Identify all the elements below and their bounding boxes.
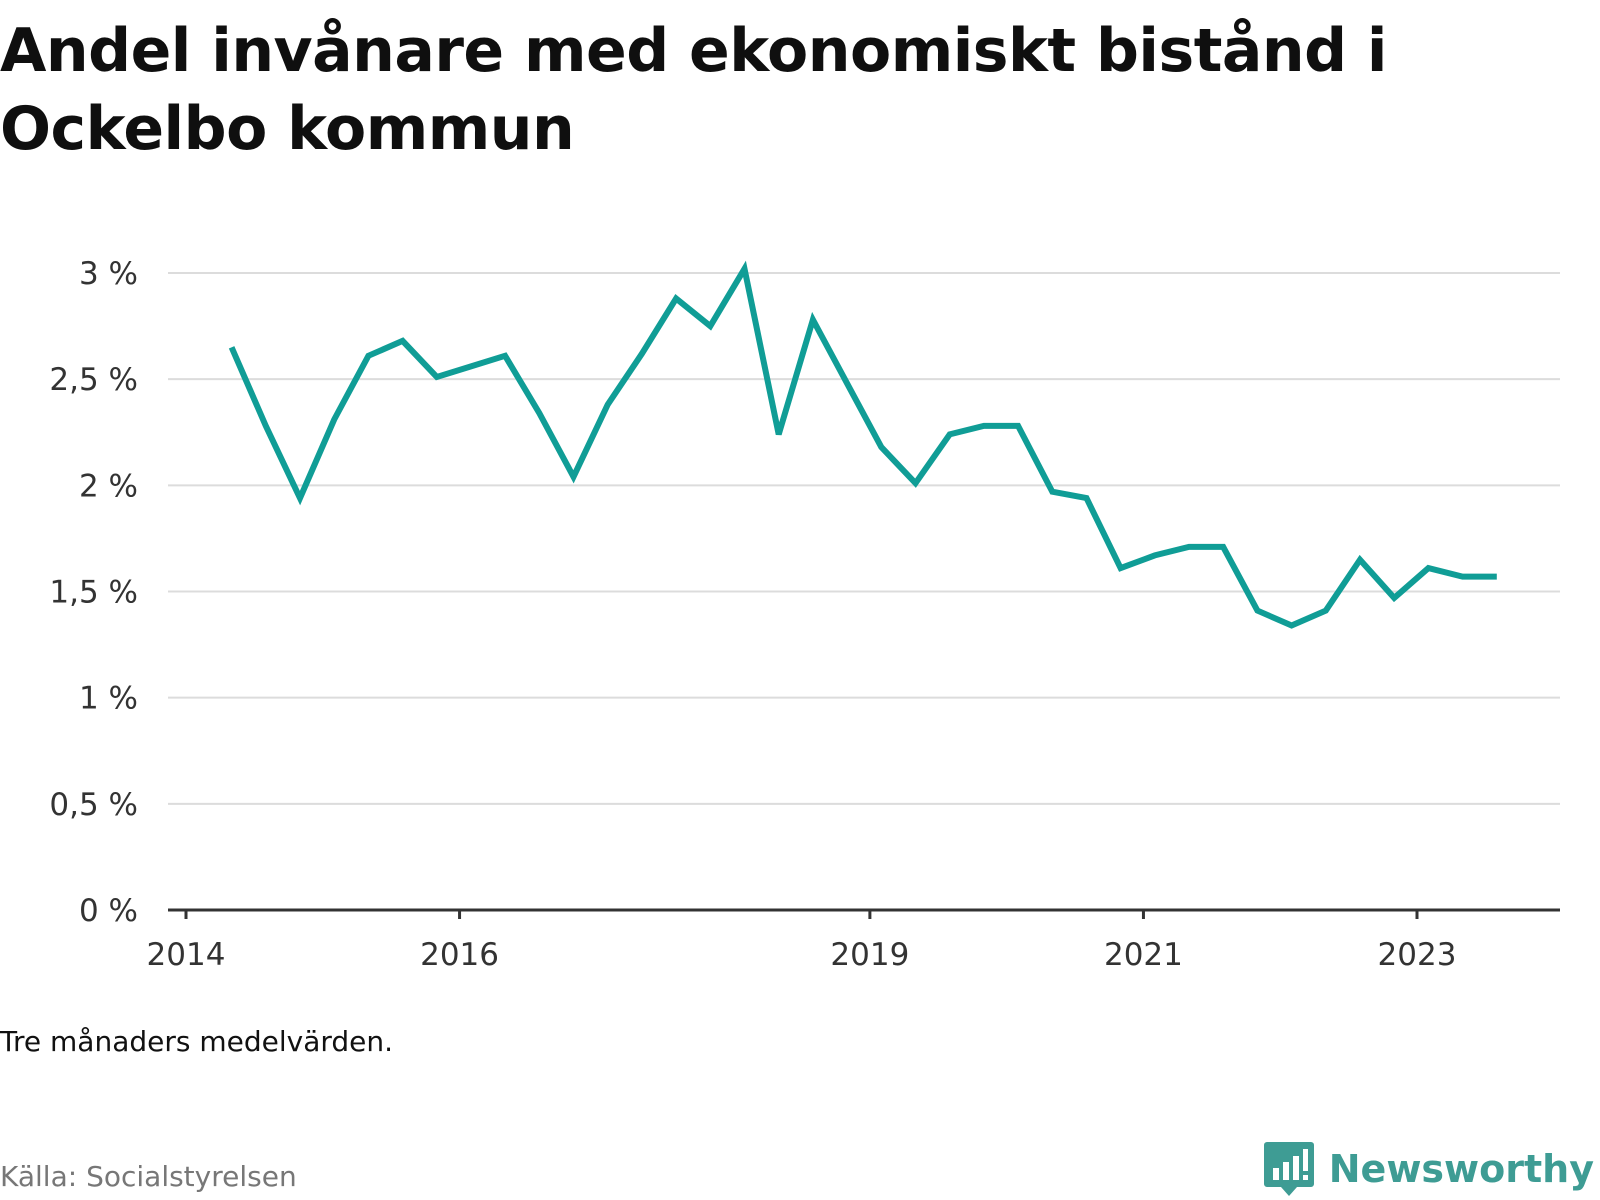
y-axis-tick-labels: 0 % 0,5 % 1 % 1,5 % 2 % 2,5 % 3 %: [49, 256, 138, 929]
newsworthy-logo-icon: [1263, 1142, 1314, 1196]
line-chart: 0 % 0,5 % 1 % 1,5 % 2 % 2,5 % 3 % 2014 2016 2019…: [49, 256, 1560, 973]
x-tick-label: 2021: [1104, 937, 1183, 973]
y-tick-label: 3 %: [79, 256, 138, 292]
y-tick-label: 2 %: [79, 468, 138, 504]
x-axis-ticks: 2014 2016 2019 2021 2023: [147, 910, 1457, 973]
x-tick-label: 2016: [420, 937, 499, 973]
x-tick-label: 2014: [147, 937, 226, 973]
brand-name: Newsworthy: [1328, 1147, 1594, 1191]
y-tick-label: 0 %: [79, 893, 138, 929]
y-tick-label: 1,5 %: [49, 575, 138, 611]
chart-title: Andel invånare med ekonomiskt bistånd i …: [0, 16, 1387, 164]
y-tick-label: 2,5 %: [49, 362, 138, 398]
gridlines: [168, 272, 1560, 805]
source-label: Källa: Socialstyrelsen: [0, 1160, 297, 1193]
chart-note: Tre månaders medelvärden.: [0, 1025, 394, 1058]
x-tick-label: 2023: [1378, 937, 1457, 973]
series-line: [228, 260, 1497, 629]
x-tick-label: 2019: [830, 937, 909, 973]
y-tick-label: 1 %: [79, 681, 138, 717]
brand-logo: Newsworthy: [1263, 1140, 1594, 1198]
y-tick-label: 0,5 %: [49, 787, 138, 823]
